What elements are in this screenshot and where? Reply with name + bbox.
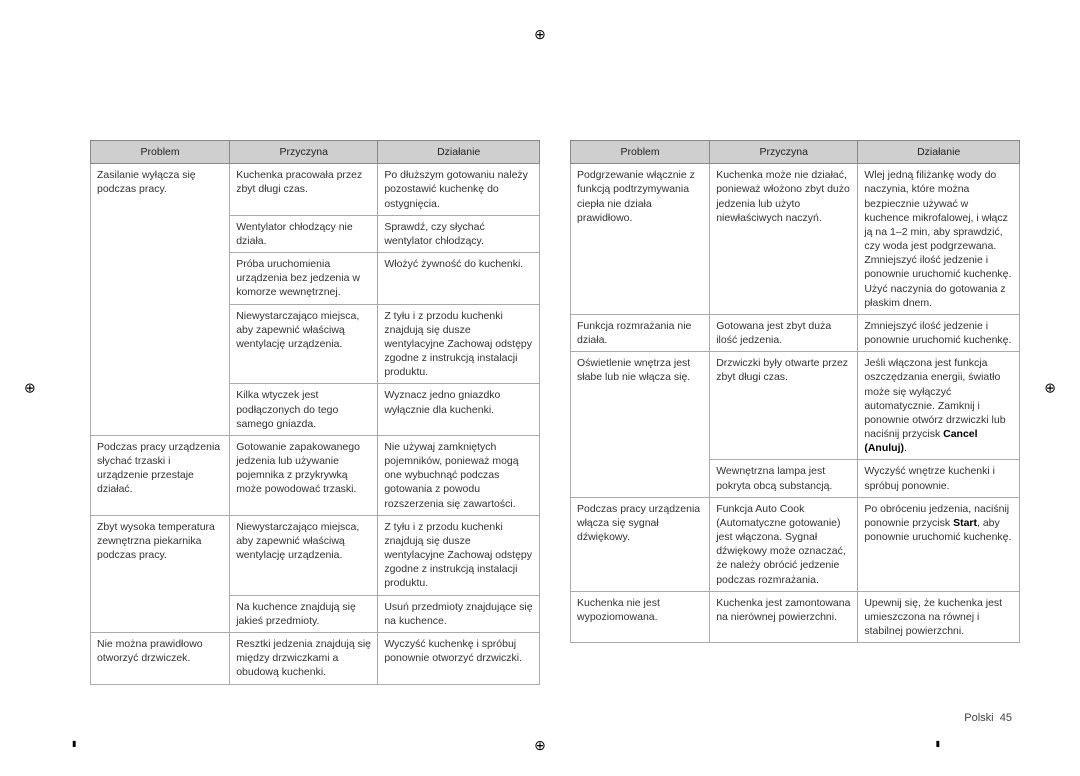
content-area: Problem Przyczyna Działanie Zasilanie wy… — [90, 140, 1020, 736]
corner-mark-bl: ▮ — [72, 739, 76, 748]
table-row: Funkcja rozmrażania nie działa.Gotowana … — [571, 314, 1020, 351]
th-action: Działanie — [378, 141, 540, 164]
cell-problem: Podgrzewanie włącznie z funkcją podtrzym… — [571, 164, 710, 315]
crop-mark-bottom: ⊕ — [534, 737, 546, 754]
table-row: Podczas pracy urządzenia włącza się sygn… — [571, 497, 1020, 591]
cell-problem: Nie można prawidłowo otworzyć drzwiczek. — [91, 632, 230, 684]
table-row: Podgrzewanie włącznie z funkcją podtrzym… — [571, 164, 1020, 315]
cell-action: Wyczyść wnętrze kuchenki i spróbuj ponow… — [858, 460, 1020, 497]
cell-cause: Gotowanie zapakowanego jedzenia lub używ… — [230, 435, 378, 515]
cell-problem: Zbyt wysoka temperatura zewnętrzna pieka… — [91, 515, 230, 632]
cell-problem: Podczas pracy urządzenia słychać trzaski… — [91, 435, 230, 515]
footer-page: 45 — [1000, 712, 1012, 724]
cell-action: Jeśli włączona jest funkcja oszczędzania… — [858, 352, 1020, 460]
cell-action: Z tyłu i z przodu kuchenki znajdują się … — [378, 304, 540, 384]
cell-problem: Zasilanie wyłącza się podczas pracy. — [91, 164, 230, 436]
crop-mark-left: ⊕ — [24, 380, 36, 397]
cell-cause: Drzwiczki były otwarte przez zbyt długi … — [710, 352, 858, 460]
troubleshoot-table-left: Problem Przyczyna Działanie Zasilanie wy… — [90, 140, 540, 685]
table-header-row: Problem Przyczyna Działanie — [571, 141, 1020, 164]
cell-action: Po obróceniu jedzenia, naciśnij ponownie… — [858, 497, 1020, 591]
cell-action: Nie używaj zamkniętych pojemników, ponie… — [378, 435, 540, 515]
cell-action: Usuń przedmioty znajdujące się na kuchen… — [378, 595, 540, 632]
left-column: Problem Przyczyna Działanie Zasilanie wy… — [90, 140, 540, 736]
cell-cause: Kuchenka jest zamontowana na nierównej p… — [710, 591, 858, 643]
cell-problem: Oświetlenie wnętrza jest słabe lub nie w… — [571, 352, 710, 498]
page-root: ⊕ ⊕ ⊕ ⊕ ▮ ▮ Problem Przyczyna Działanie … — [0, 0, 1080, 776]
cell-cause: Kuchenka może nie działać, ponieważ włoż… — [710, 164, 858, 315]
cell-cause: Próba uruchomienia urządzenia bez jedzen… — [230, 253, 378, 305]
cell-cause: Resztki jedzenia znajdują się między drz… — [230, 632, 378, 684]
cell-cause: Wentylator chłodzący nie działa. — [230, 215, 378, 252]
cell-problem: Funkcja rozmrażania nie działa. — [571, 314, 710, 351]
cell-action: Upewnij się, że kuchenka jest umieszczon… — [858, 591, 1020, 643]
th-problem: Problem — [571, 141, 710, 164]
table-row: Zasilanie wyłącza się podczas pracy.Kuch… — [91, 164, 540, 216]
cell-cause: Niewystarczająco miejsca, aby zapewnić w… — [230, 304, 378, 384]
table-row: Podczas pracy urządzenia słychać trzaski… — [91, 435, 540, 515]
cell-cause: Kilka wtyczek jest podłączonych do tego … — [230, 384, 378, 436]
th-action: Działanie — [858, 141, 1020, 164]
cell-cause: Na kuchence znajdują się jakieś przedmio… — [230, 595, 378, 632]
troubleshoot-table-right: Problem Przyczyna Działanie Podgrzewanie… — [570, 140, 1020, 643]
th-cause: Przyczyna — [710, 141, 858, 164]
cell-cause: Gotowana jest zbyt duża ilość jedzenia. — [710, 314, 858, 351]
right-column: Problem Przyczyna Działanie Podgrzewanie… — [570, 140, 1020, 736]
crop-mark-right: ⊕ — [1044, 380, 1056, 397]
table-row: Oświetlenie wnętrza jest słabe lub nie w… — [571, 352, 1020, 460]
cell-action: Włożyć żywność do kuchenki. — [378, 253, 540, 305]
cell-action: Wlej jedną filiżankę wody do naczynia, k… — [858, 164, 1020, 315]
th-problem: Problem — [91, 141, 230, 164]
cell-action: Sprawdź, czy słychać wentylator chłodząc… — [378, 215, 540, 252]
th-cause: Przyczyna — [230, 141, 378, 164]
cell-problem: Podczas pracy urządzenia włącza się sygn… — [571, 497, 710, 591]
table-row: Kuchenka nie jest wypoziomowana.Kuchenka… — [571, 591, 1020, 643]
cell-cause: Kuchenka pracowała przez zbyt długi czas… — [230, 164, 378, 216]
crop-mark-top: ⊕ — [534, 26, 546, 43]
page-footer: Polski 45 — [964, 712, 1012, 724]
cell-cause: Wewnętrzna lampa jest pokryta obcą subst… — [710, 460, 858, 497]
cell-cause: Funkcja Auto Cook (Automatyczne gotowani… — [710, 497, 858, 591]
corner-mark-br: ▮ — [936, 739, 940, 748]
cell-action: Zmniejszyć ilość jedzenie i ponownie uru… — [858, 314, 1020, 351]
footer-lang: Polski — [964, 712, 993, 724]
cell-action: Wyznacz jedno gniazdko wyłącznie dla kuc… — [378, 384, 540, 436]
cell-cause: Niewystarczająco miejsca, aby zapewnić w… — [230, 515, 378, 595]
cell-problem: Kuchenka nie jest wypoziomowana. — [571, 591, 710, 643]
cell-action: Z tyłu i z przodu kuchenki znajdują się … — [378, 515, 540, 595]
cell-action: Po dłuższym gotowaniu należy pozostawić … — [378, 164, 540, 216]
table-row: Nie można prawidłowo otworzyć drzwiczek.… — [91, 632, 540, 684]
table-header-row: Problem Przyczyna Działanie — [91, 141, 540, 164]
cell-action: Wyczyść kuchenkę i spróbuj ponownie otwo… — [378, 632, 540, 684]
table-row: Zbyt wysoka temperatura zewnętrzna pieka… — [91, 515, 540, 595]
